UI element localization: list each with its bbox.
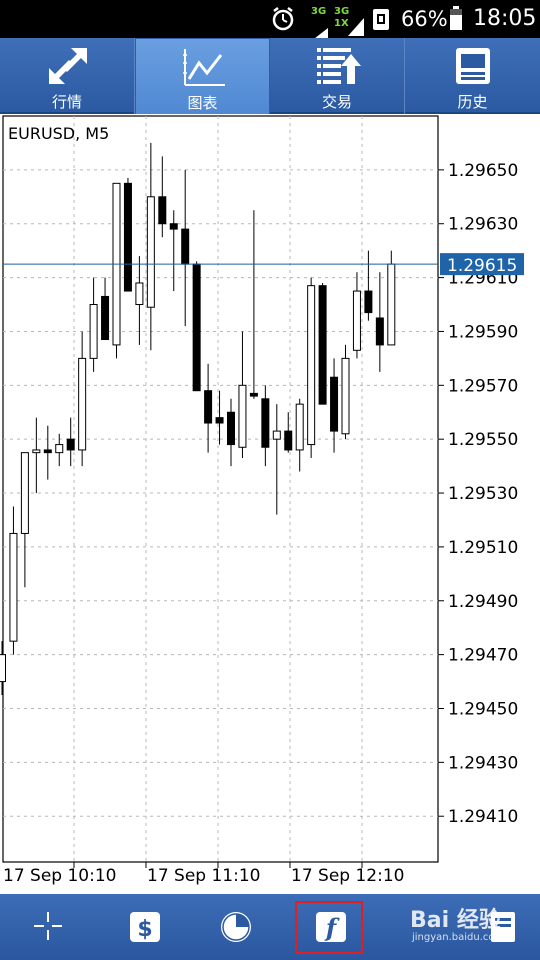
- main-tab-bar: 行情 图表 交易 历史: [0, 38, 540, 122]
- y-tick-label: 1.29530: [448, 484, 518, 504]
- candle-body: [284, 430, 293, 451]
- chart-frame: [2, 115, 439, 863]
- tab-history[interactable]: 历史: [405, 38, 540, 114]
- indicators-button[interactable]: f: [282, 894, 378, 960]
- indicator-f-icon: f: [316, 912, 346, 942]
- candle-body: [204, 390, 213, 424]
- battery-percent: 66%: [401, 7, 448, 31]
- candle-body: [249, 392, 258, 397]
- candle-body: [387, 263, 396, 346]
- tab-trade[interactable]: 交易: [270, 38, 405, 114]
- y-tick-label: 1.29510: [448, 538, 518, 558]
- history-doc-icon: [456, 48, 490, 84]
- candle-body: [66, 438, 75, 451]
- tab-chart[interactable]: 图表: [135, 38, 270, 122]
- tab-history-label: 历史: [457, 93, 488, 111]
- candle-body: [375, 317, 384, 346]
- y-tick-label: 1.29490: [448, 592, 518, 612]
- network-3g-label-2: 3G: [334, 6, 350, 17]
- y-tick-label: 1.29430: [448, 753, 518, 773]
- y-tick-label: 1.29630: [448, 215, 518, 235]
- chart-toolbar: $ f: [0, 894, 540, 960]
- x-tick-label: 17 Sep 12:10: [291, 866, 405, 886]
- x-tick-label: 17 Sep 10:10: [3, 866, 117, 886]
- candle-body: [43, 449, 52, 454]
- candle-body: [272, 430, 281, 440]
- candle-body: [330, 376, 339, 432]
- candle-body: [341, 357, 350, 435]
- y-tick-label: 1.29550: [448, 430, 518, 450]
- chart-symbol-label: EURUSD, M5: [8, 124, 110, 143]
- candle-body: [146, 196, 155, 308]
- f-glyph: f: [324, 913, 340, 942]
- candle-body: [181, 228, 190, 265]
- candle-body: [318, 285, 327, 405]
- new-order-button[interactable]: $: [96, 894, 192, 960]
- period-clock-icon: [221, 912, 251, 942]
- status-bar: 3G 3G 1X 66% 18:05: [0, 0, 540, 42]
- candle-body: [135, 282, 144, 306]
- candle-body: [0, 654, 6, 683]
- candlestick-chart[interactable]: 1.296501.296301.296101.295901.295701.295…: [0, 114, 540, 894]
- candle-body: [20, 452, 29, 534]
- current-price-label: 1.29615: [447, 256, 517, 276]
- candle-body: [261, 398, 270, 448]
- candle-body: [9, 532, 18, 642]
- candle-body: [364, 290, 373, 314]
- candle-body: [215, 417, 224, 424]
- chart-line-icon: [183, 49, 225, 86]
- signal-icon: [310, 18, 330, 42]
- network-1x-label: 1X: [334, 18, 349, 29]
- candle-body: [78, 357, 87, 451]
- signal-icon-2: [348, 12, 366, 36]
- chart-area[interactable]: 1.29650 1.29630 1.29610 1.29590 1.29570 1.295…: [0, 114, 540, 894]
- network-3g-label: 3G: [311, 6, 327, 17]
- y-tick-label: 1.29450: [448, 699, 518, 719]
- candle-body: [101, 295, 110, 341]
- candle-body: [123, 182, 132, 292]
- candle-body: [307, 285, 316, 446]
- tab-chart-label: 图表: [187, 94, 218, 112]
- watermark-url: jingyan.baidu.com: [412, 932, 505, 943]
- highlight-frame: [295, 901, 363, 954]
- candle-body: [169, 223, 178, 230]
- current-price-badge: [440, 253, 524, 276]
- tab-trade-label: 交易: [321, 93, 352, 111]
- tab-quotes-label: 行情: [51, 93, 82, 111]
- candle-body: [158, 196, 167, 225]
- trade-list-icon: [317, 48, 361, 84]
- x-tick-label: 17 Sep 11:10: [147, 866, 261, 886]
- candle-body: [192, 263, 201, 392]
- watermark-logo: Bai 经验: [410, 908, 501, 933]
- candle-body: [238, 384, 247, 448]
- candle-body: [227, 411, 235, 446]
- candle-body: [295, 403, 304, 451]
- tab-quotes[interactable]: 行情: [0, 38, 135, 114]
- candle-body: [89, 304, 98, 359]
- candle-body: [55, 444, 64, 454]
- y-tick-label: 1.29590: [448, 322, 518, 342]
- candle-body: [352, 290, 361, 351]
- y-tick-label: 1.29410: [448, 807, 518, 827]
- period-button[interactable]: [187, 894, 283, 960]
- y-tick-label: 1.29650: [448, 161, 518, 181]
- dollar-order-icon: $: [130, 912, 160, 942]
- status-clock: 18:05: [473, 6, 537, 31]
- battery-icon: [448, 0, 464, 38]
- candle-body: [32, 449, 41, 454]
- objects-icon: [491, 912, 515, 942]
- alarm-icon: [270, 0, 300, 38]
- dollar-glyph: $: [137, 917, 152, 942]
- y-tick-label: 1.29570: [448, 376, 518, 396]
- objects-button[interactable]: [455, 894, 540, 960]
- y-tick-label: 1.29470: [448, 646, 518, 666]
- sim-icon: [370, 0, 394, 38]
- quotes-arrows-icon: [49, 48, 87, 84]
- crosshair-button[interactable]: [0, 894, 96, 960]
- crosshair-icon: [34, 912, 62, 940]
